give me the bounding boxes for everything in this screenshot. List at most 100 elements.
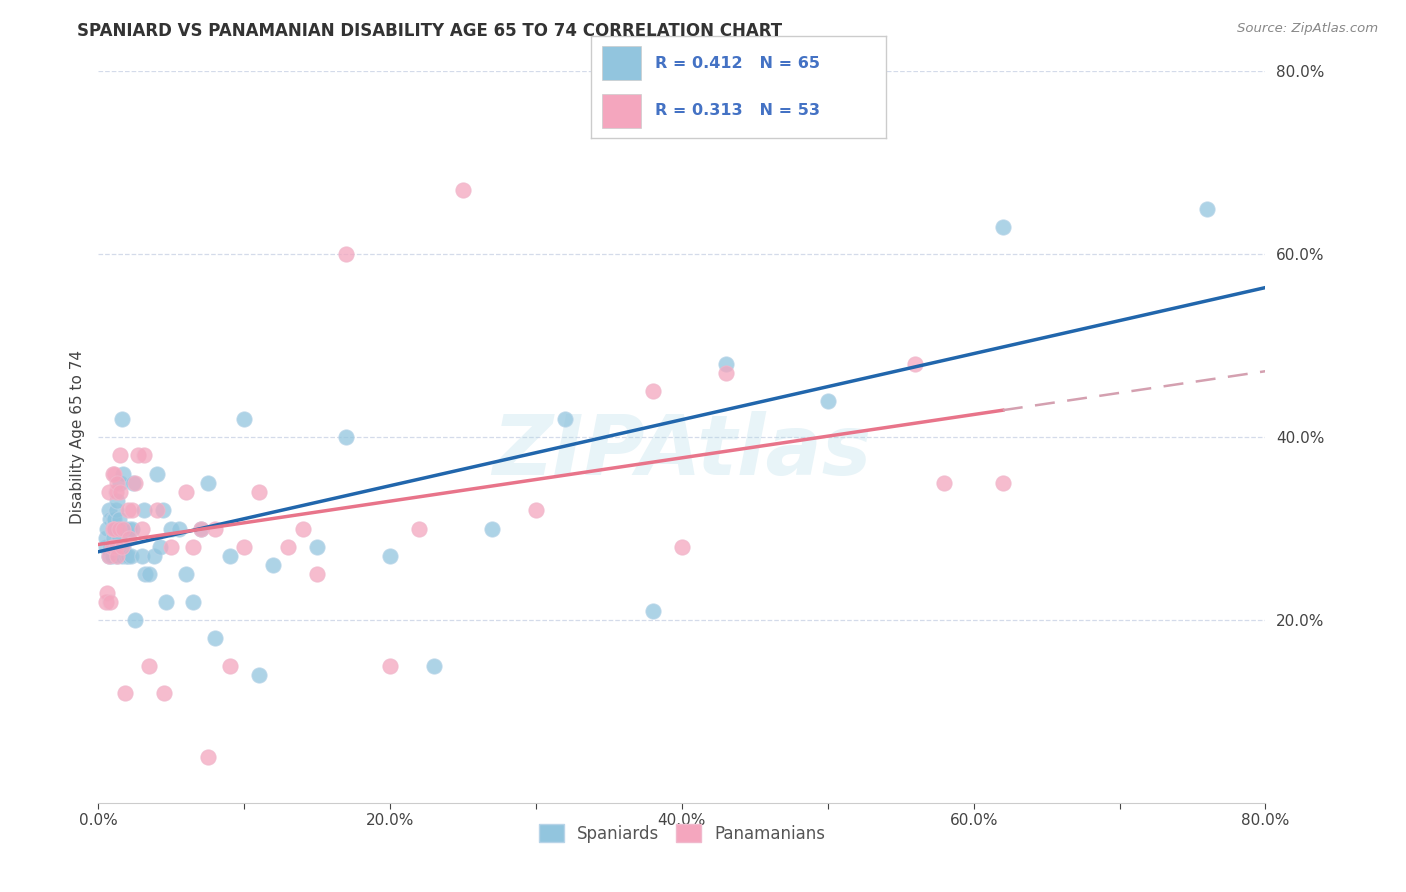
- Point: [991, 219, 1014, 234]
- Point: [103, 467, 125, 481]
- Text: R = 0.313   N = 53: R = 0.313 N = 53: [655, 103, 821, 118]
- Point: [641, 384, 664, 399]
- Point: [934, 475, 956, 490]
- Point: [114, 686, 136, 700]
- Point: [96, 521, 118, 535]
- Point: [104, 503, 127, 517]
- Text: ZIPAtlas: ZIPAtlas: [492, 411, 872, 492]
- Point: [105, 549, 128, 563]
- Point: [132, 448, 155, 462]
- Point: [110, 485, 132, 500]
- Point: [97, 549, 120, 563]
- Point: [101, 521, 124, 535]
- Point: [101, 467, 124, 481]
- Point: [111, 412, 134, 426]
- Point: [904, 357, 927, 371]
- Point: [197, 475, 219, 490]
- Point: [94, 540, 117, 554]
- Point: [101, 512, 124, 526]
- Point: [190, 521, 212, 535]
- Point: [277, 540, 299, 554]
- Point: [817, 393, 839, 408]
- Point: [174, 567, 197, 582]
- Point: [174, 485, 197, 500]
- Point: [94, 531, 117, 545]
- Point: [117, 549, 139, 563]
- Point: [104, 521, 127, 535]
- Point: [181, 594, 204, 608]
- Point: [380, 549, 402, 563]
- Point: [262, 558, 284, 573]
- Point: [105, 549, 128, 563]
- Point: [153, 686, 176, 700]
- Point: [146, 503, 169, 517]
- Point: [127, 448, 149, 462]
- Point: [98, 540, 121, 554]
- Point: [121, 503, 143, 517]
- Point: [97, 503, 120, 517]
- Point: [98, 512, 121, 526]
- Point: [671, 540, 693, 554]
- Point: [335, 430, 357, 444]
- Point: [105, 494, 128, 508]
- Point: [167, 521, 190, 535]
- Point: [335, 247, 357, 261]
- Point: [204, 521, 226, 535]
- Point: [641, 604, 664, 618]
- Point: [247, 667, 270, 681]
- Text: Source: ZipAtlas.com: Source: ZipAtlas.com: [1237, 22, 1378, 36]
- FancyBboxPatch shape: [602, 46, 641, 79]
- Point: [524, 503, 547, 517]
- Point: [103, 512, 125, 526]
- Point: [131, 521, 153, 535]
- Point: [94, 594, 117, 608]
- Point: [100, 521, 122, 535]
- Point: [124, 613, 146, 627]
- Point: [108, 531, 131, 545]
- Point: [96, 585, 118, 599]
- Point: [233, 540, 256, 554]
- Point: [991, 475, 1014, 490]
- Point: [118, 521, 141, 535]
- Point: [233, 412, 256, 426]
- Point: [110, 475, 132, 490]
- Point: [149, 540, 172, 554]
- Point: [142, 549, 165, 563]
- Point: [97, 549, 120, 563]
- Point: [247, 485, 270, 500]
- Point: [714, 366, 737, 380]
- Point: [104, 485, 127, 500]
- Point: [117, 503, 139, 517]
- Point: [112, 467, 135, 481]
- Point: [101, 521, 124, 535]
- Point: [408, 521, 430, 535]
- Point: [146, 467, 169, 481]
- Point: [108, 521, 131, 535]
- Point: [98, 594, 121, 608]
- Point: [307, 567, 329, 582]
- Point: [100, 549, 122, 563]
- Point: [307, 540, 329, 554]
- Point: [481, 521, 503, 535]
- Point: [114, 521, 136, 535]
- Point: [100, 540, 122, 554]
- Point: [97, 485, 120, 500]
- Point: [110, 540, 132, 554]
- Point: [554, 412, 576, 426]
- Point: [152, 503, 174, 517]
- Point: [132, 503, 155, 517]
- Point: [120, 549, 142, 563]
- Point: [138, 658, 160, 673]
- FancyBboxPatch shape: [602, 95, 641, 128]
- Point: [218, 549, 240, 563]
- Point: [122, 475, 145, 490]
- Point: [190, 521, 212, 535]
- Point: [181, 540, 204, 554]
- Y-axis label: Disability Age 65 to 74: Disability Age 65 to 74: [69, 350, 84, 524]
- Point: [118, 531, 141, 545]
- Point: [131, 549, 153, 563]
- Point: [103, 521, 125, 535]
- Point: [423, 658, 446, 673]
- Text: R = 0.412   N = 65: R = 0.412 N = 65: [655, 56, 821, 70]
- Point: [291, 521, 314, 535]
